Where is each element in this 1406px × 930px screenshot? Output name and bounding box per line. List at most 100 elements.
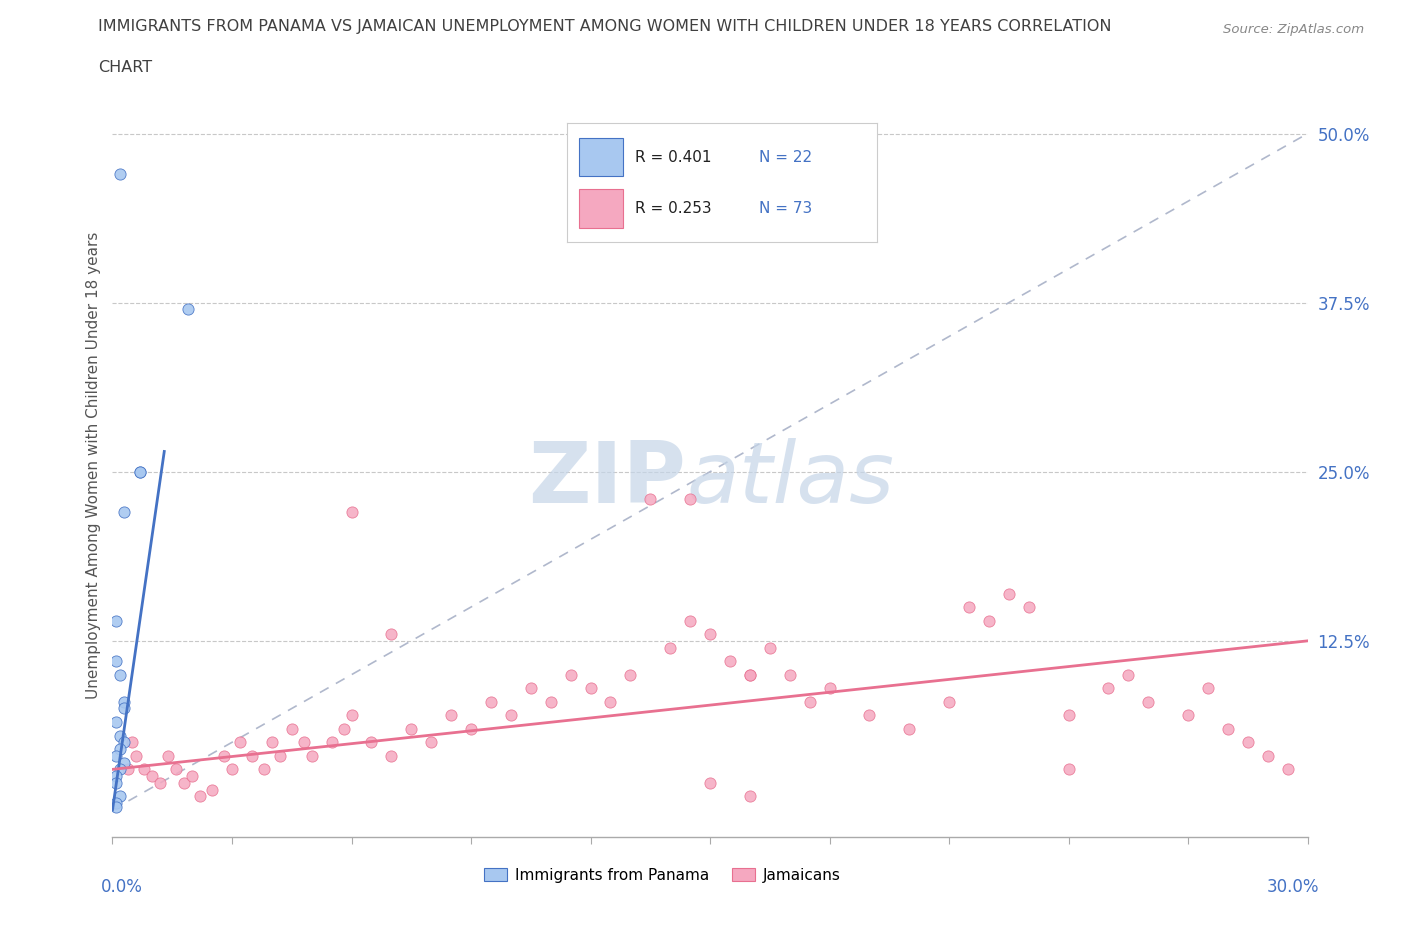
Point	[1018, 600, 1040, 615]
Point	[240, 749, 263, 764]
Point	[212, 749, 235, 764]
Point	[105, 714, 128, 729]
Point	[121, 735, 143, 750]
Legend: Immigrants from Panama, Jamaicans: Immigrants from Panama, Jamaicans	[478, 861, 846, 889]
Point	[301, 749, 323, 764]
Point	[332, 722, 354, 737]
Point	[149, 776, 172, 790]
Point	[619, 667, 641, 682]
Point	[173, 776, 195, 790]
Point	[188, 789, 211, 804]
Point	[292, 735, 315, 750]
Point	[340, 708, 363, 723]
Point	[799, 695, 821, 710]
Point	[321, 735, 343, 750]
Point	[129, 464, 152, 479]
Point	[201, 782, 224, 797]
Point	[640, 491, 662, 506]
Point	[105, 749, 128, 764]
Point	[114, 701, 135, 716]
Point	[1137, 695, 1160, 710]
Point	[738, 789, 761, 804]
Point	[380, 627, 402, 642]
Point	[718, 654, 741, 669]
Text: ZIP: ZIP	[529, 438, 686, 522]
Point	[699, 776, 721, 790]
Point	[125, 749, 148, 764]
Point	[134, 762, 156, 777]
Point	[110, 741, 132, 756]
Point	[1216, 722, 1239, 737]
Point	[898, 722, 921, 737]
Point	[679, 491, 702, 506]
Point	[1097, 681, 1119, 696]
Point	[105, 776, 128, 790]
Point	[110, 789, 132, 804]
Point	[938, 695, 960, 710]
Point	[1177, 708, 1199, 723]
Point	[165, 762, 187, 777]
Point	[105, 796, 128, 811]
Point	[269, 749, 291, 764]
Point	[460, 722, 482, 737]
Point	[1057, 708, 1080, 723]
Point	[738, 667, 761, 682]
Point	[105, 800, 128, 815]
Point	[177, 302, 200, 317]
Point	[420, 735, 443, 750]
Point	[281, 722, 304, 737]
Point	[520, 681, 543, 696]
Point	[1257, 749, 1279, 764]
Point	[1118, 667, 1140, 682]
Point	[679, 613, 702, 628]
Point	[540, 695, 562, 710]
Point	[401, 722, 423, 737]
Point	[110, 667, 132, 682]
Point	[105, 769, 128, 784]
Point	[579, 681, 602, 696]
Point	[117, 762, 139, 777]
Text: 0.0%: 0.0%	[101, 878, 142, 896]
Point	[129, 464, 152, 479]
Point	[738, 667, 761, 682]
Point	[998, 586, 1021, 601]
Point	[957, 600, 980, 615]
Text: 30.0%: 30.0%	[1267, 878, 1320, 896]
Point	[440, 708, 463, 723]
Point	[1237, 735, 1260, 750]
Point	[499, 708, 522, 723]
Point	[229, 735, 252, 750]
Point	[479, 695, 502, 710]
Point	[141, 769, 163, 784]
Point	[977, 613, 1000, 628]
Point	[659, 640, 682, 655]
Point	[221, 762, 243, 777]
Point	[340, 505, 363, 520]
Point	[157, 749, 180, 764]
Point	[759, 640, 782, 655]
Point	[1057, 762, 1080, 777]
Point	[818, 681, 841, 696]
Point	[858, 708, 880, 723]
Point	[1277, 762, 1299, 777]
Point	[360, 735, 382, 750]
Text: atlas: atlas	[686, 438, 894, 522]
Text: Source: ZipAtlas.com: Source: ZipAtlas.com	[1223, 23, 1364, 36]
Point	[260, 735, 283, 750]
Point	[110, 166, 132, 181]
Point	[560, 667, 582, 682]
Point	[114, 735, 135, 750]
Point	[114, 755, 135, 770]
Text: CHART: CHART	[98, 60, 152, 75]
Point	[181, 769, 204, 784]
Point	[1197, 681, 1219, 696]
Point	[699, 627, 721, 642]
Point	[105, 613, 128, 628]
Point	[110, 728, 132, 743]
Point	[110, 762, 132, 777]
Text: IMMIGRANTS FROM PANAMA VS JAMAICAN UNEMPLOYMENT AMONG WOMEN WITH CHILDREN UNDER : IMMIGRANTS FROM PANAMA VS JAMAICAN UNEMP…	[98, 19, 1112, 33]
Point	[253, 762, 276, 777]
Point	[105, 654, 128, 669]
Point	[114, 695, 135, 710]
Point	[599, 695, 621, 710]
